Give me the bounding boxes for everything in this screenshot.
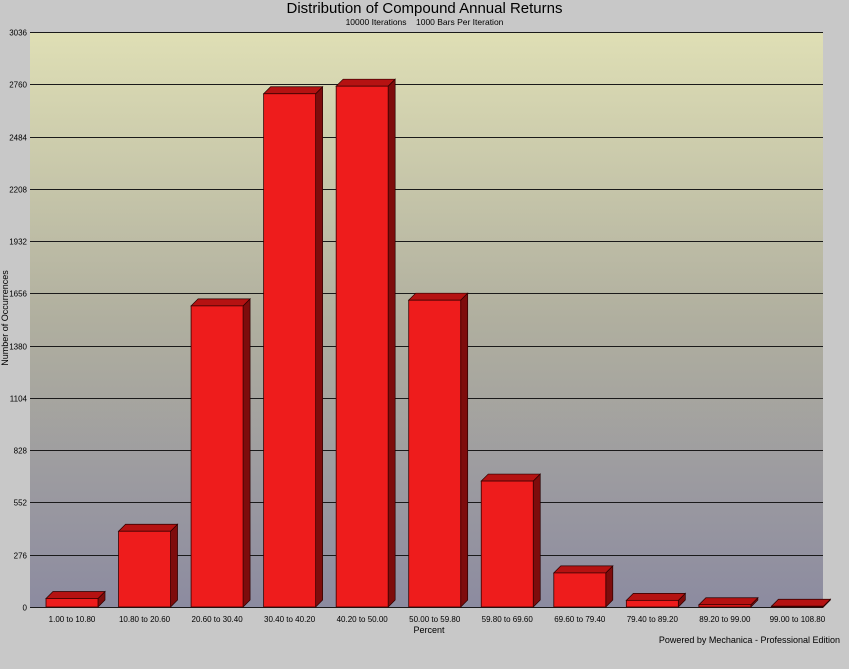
bars	[45, 78, 832, 608]
bar-front-0	[45, 598, 99, 608]
bar-top-8	[625, 593, 687, 601]
y-tick-label-3: 828	[14, 447, 28, 456]
bar-top-10	[770, 598, 832, 607]
x-tick-label-6: 59.80 to 69.60	[482, 615, 534, 624]
x-axis-title: Percent	[413, 625, 445, 635]
bar-front-1	[118, 530, 171, 608]
x-tick-label-1: 10.80 to 20.60	[119, 615, 171, 624]
bar-front-3	[263, 93, 317, 608]
y-tick-label-8: 2208	[9, 186, 27, 195]
bar-top-2	[190, 298, 251, 307]
bar-front-10	[771, 605, 824, 608]
y-tick-label-7: 1932	[9, 238, 27, 247]
y-tick-labels: 0 276 552 828 1104 1380 1656 1932 2208 2484 2760 30…	[9, 29, 27, 613]
bar-top-3	[262, 86, 324, 95]
bar-top-7	[552, 565, 614, 574]
bar-side-4	[387, 78, 396, 608]
y-tick-label-1: 276	[14, 552, 28, 561]
bar-top-4	[335, 78, 397, 87]
bar-front-6	[480, 480, 534, 608]
bar-top-9	[698, 597, 759, 606]
footer-credit: Powered by Mechanica - Professional Edit…	[658, 635, 840, 645]
bar-8	[625, 592, 687, 608]
bar-0	[45, 590, 106, 608]
x-tick-label-5: 50.00 to 59.80	[409, 615, 461, 624]
x-tick-labels: 1.00 to 10.80 10.80 to 20.60 20.60 to 30.4…	[49, 615, 826, 624]
y-axis-title: Number of Occurrences	[0, 270, 10, 366]
bar-side-5	[460, 292, 469, 608]
x-tick-label-0: 1.00 to 10.80	[49, 615, 96, 624]
bar-front-9	[698, 604, 752, 608]
bar-5	[407, 292, 469, 608]
bar-front-5	[408, 299, 462, 608]
chart-subtitle: 10000 Iterations 1000 Bars Per Iteration	[345, 17, 504, 27]
bar-side-2	[242, 298, 251, 608]
bar-top-6	[480, 473, 542, 482]
y-tick-label-9: 2484	[9, 134, 27, 143]
chart-title: Distribution of Compound Annual Returns	[286, 0, 563, 17]
bar-top-0	[45, 591, 106, 599]
bar-7	[552, 565, 614, 608]
y-tick-label-6: 1656	[9, 290, 27, 299]
bar-top-1	[117, 523, 179, 532]
bar-6	[480, 473, 542, 608]
y-tick-label-4: 1104	[10, 395, 28, 404]
bar-front-7	[553, 572, 607, 608]
x-tick-label-4: 40.20 to 50.00	[337, 615, 389, 624]
y-tick-label-11: 3036	[9, 29, 27, 38]
x-tick-label-9: 89.20 to 99.00	[699, 615, 751, 624]
bar-front-2	[190, 305, 244, 608]
bar-9	[698, 596, 759, 608]
y-tick-label-5: 1380	[9, 343, 27, 352]
bar-top-5	[407, 292, 469, 301]
bar-1	[117, 523, 179, 608]
bar-side-3	[315, 85, 323, 608]
bar-3	[262, 85, 324, 608]
y-tick-label-2: 552	[14, 499, 28, 508]
bar-front-8	[625, 599, 679, 608]
bar-side-6	[532, 473, 541, 608]
x-tick-label-2: 20.60 to 30.40	[192, 615, 244, 624]
bar-side-1	[170, 523, 178, 608]
bar-front-4	[335, 85, 389, 608]
x-tick-label-10: 99.00 to 108.80	[770, 615, 826, 624]
x-tick-label-7: 69.60 to 79.40	[554, 615, 606, 624]
y-tick-label-10: 2760	[9, 81, 27, 90]
bar-2	[190, 298, 251, 608]
bar-4	[335, 78, 397, 608]
x-tick-label-3: 30.40 to 40.20	[264, 615, 316, 624]
x-tick-label-8: 79.40 to 89.20	[627, 615, 679, 624]
bar-10	[770, 598, 832, 608]
y-tick-label-0: 0	[23, 604, 28, 613]
